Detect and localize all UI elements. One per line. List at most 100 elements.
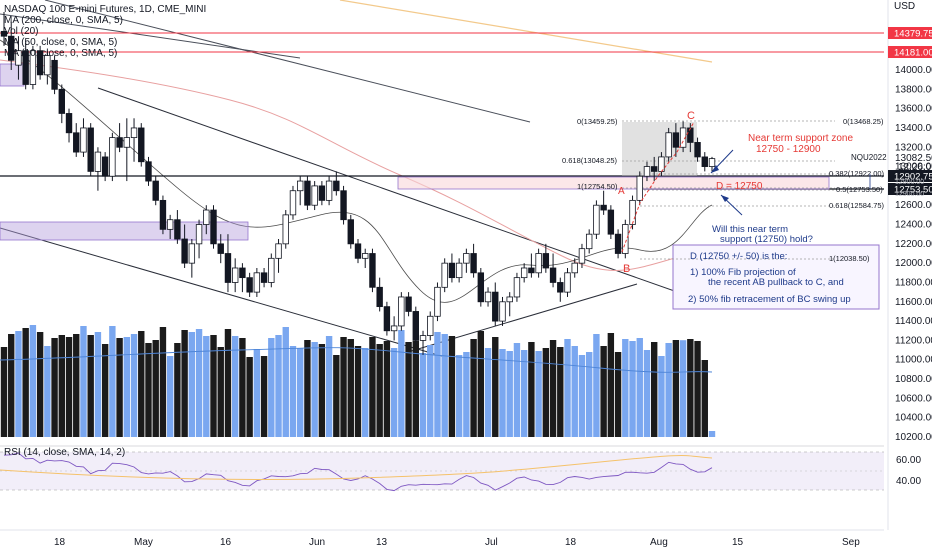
- volume-bar: [694, 341, 701, 437]
- price-tick: 11200.00: [895, 335, 932, 346]
- price-badge-text: 12902.75: [894, 172, 932, 183]
- volume-bar: [58, 335, 65, 437]
- candle-body: [101, 156, 109, 177]
- candle-body: [44, 55, 51, 76]
- volume-bar: [297, 348, 304, 437]
- candle-body: [455, 262, 463, 279]
- candle-body: [679, 127, 687, 148]
- candle-body: [130, 127, 138, 139]
- price-tick: 11000.00: [895, 355, 932, 366]
- candle-body: [701, 156, 708, 167]
- candle-body: [383, 306, 391, 332]
- candle-body: [36, 50, 44, 76]
- symbol-label: NQU2022: [851, 153, 887, 162]
- ma50-line: [0, 59, 713, 271]
- candle-body: [448, 262, 456, 279]
- price-axis[interactable]: 14000.00 13800.00 13600.00 13400.00 13200.00…: [887, 0, 932, 530]
- fib-label: 1(12038.50): [829, 254, 870, 263]
- candle-body: [246, 277, 253, 293]
- candle-body: [159, 199, 167, 230]
- last-price: 13082.50: [895, 153, 932, 164]
- candle-body: [181, 238, 188, 264]
- volume-bar: [390, 348, 398, 437]
- volume-bar: [441, 334, 448, 437]
- candle-body: [492, 291, 499, 322]
- volume-bar: [51, 338, 58, 437]
- candle-body: [268, 257, 275, 283]
- candle-body: [94, 151, 102, 172]
- trendline-lower: [0, 227, 446, 358]
- volume-bar: [535, 351, 542, 437]
- currency-label: USD: [894, 1, 915, 12]
- chart-title: NASDAQ 100 E-mini Futures, 1D, CME_MINI: [4, 4, 206, 15]
- info-box-line-1: D (12750 +/- 50) is the:: [690, 251, 787, 262]
- volume-bar: [614, 352, 622, 437]
- time-tick: 18: [54, 537, 66, 548]
- candle-body: [376, 286, 383, 308]
- time-tick: Jun: [309, 537, 325, 548]
- price-tick: 10600.00: [895, 393, 932, 404]
- volume-bar: [145, 343, 152, 437]
- candle-body: [506, 296, 513, 303]
- candle-body: [297, 180, 304, 192]
- price-badge: [888, 27, 932, 39]
- info-box-line-2: 1) 100% Fib projection of: [690, 267, 796, 278]
- volume-bar: [448, 336, 456, 437]
- price-tick: 10800.00: [895, 374, 932, 385]
- candle-body: [390, 325, 398, 332]
- candle-body: [260, 272, 268, 283]
- candle-body: [51, 59, 58, 90]
- candle-body: [513, 277, 521, 298]
- candle-body: [253, 272, 261, 293]
- candle-body: [477, 272, 485, 303]
- candle-body: [347, 219, 354, 245]
- indicator-rsi[interactable]: RSI (14, close, SMA, 14, 2): [4, 447, 125, 458]
- indicator-ma50[interactable]: MA (50, close, 0, SMA, 5): [4, 37, 117, 48]
- trendline-top: [0, 13, 301, 59]
- time-axis[interactable]: 18 May 16 Jun 13 Jul 18 Aug 15 Sep: [0, 529, 884, 548]
- volume-bar: [217, 347, 224, 437]
- volume-bar: [455, 355, 463, 437]
- volume-bar: [419, 353, 427, 437]
- candle-body: [80, 127, 87, 153]
- volume-bar: [492, 337, 499, 437]
- candle-body: [239, 267, 246, 279]
- volume-bar: [203, 336, 210, 437]
- candle-body: [600, 204, 607, 211]
- volume-bar: [282, 327, 289, 437]
- volume-bar: [22, 328, 29, 437]
- price-tick: 14000.00: [895, 65, 932, 76]
- volume-bar: [651, 342, 658, 437]
- volume-bar: [80, 326, 87, 437]
- volume-bar: [123, 337, 131, 437]
- candle-body: [282, 214, 289, 245]
- price-badge-text: 14181.00: [894, 48, 932, 59]
- indicator-ma10[interactable]: MA (10, close, 0, SMA, 5): [4, 48, 117, 59]
- volume-bar: [109, 326, 116, 437]
- candle-body: [174, 219, 181, 240]
- info-box: [672, 244, 880, 310]
- abc-wave-path: [621, 121, 695, 253]
- candle-body: [318, 185, 326, 201]
- candle-body: [58, 88, 65, 114]
- fib-label: 0.5(12753.50): [836, 185, 883, 194]
- volume-bar: [672, 340, 680, 437]
- volume-bar: [231, 336, 239, 437]
- rsi-tick: 60.00: [896, 455, 921, 466]
- candle-body: [325, 180, 333, 201]
- indicator-vol[interactable]: Vol (20): [4, 26, 38, 37]
- volume-bar: [188, 332, 196, 437]
- candle-body: [607, 209, 615, 235]
- volume-bar: [701, 360, 708, 437]
- volume-bar: [15, 331, 22, 437]
- candle-body: [29, 50, 37, 85]
- candle-body: [224, 253, 232, 283]
- volume-bar: [36, 332, 44, 437]
- volume-bar: [520, 350, 528, 437]
- candle-body: [116, 137, 123, 148]
- candle-body: [87, 127, 94, 172]
- candle-body: [340, 190, 347, 221]
- candle-body: [152, 180, 159, 201]
- indicator-ma200[interactable]: MA (200, close, 0, SMA, 5): [4, 15, 123, 26]
